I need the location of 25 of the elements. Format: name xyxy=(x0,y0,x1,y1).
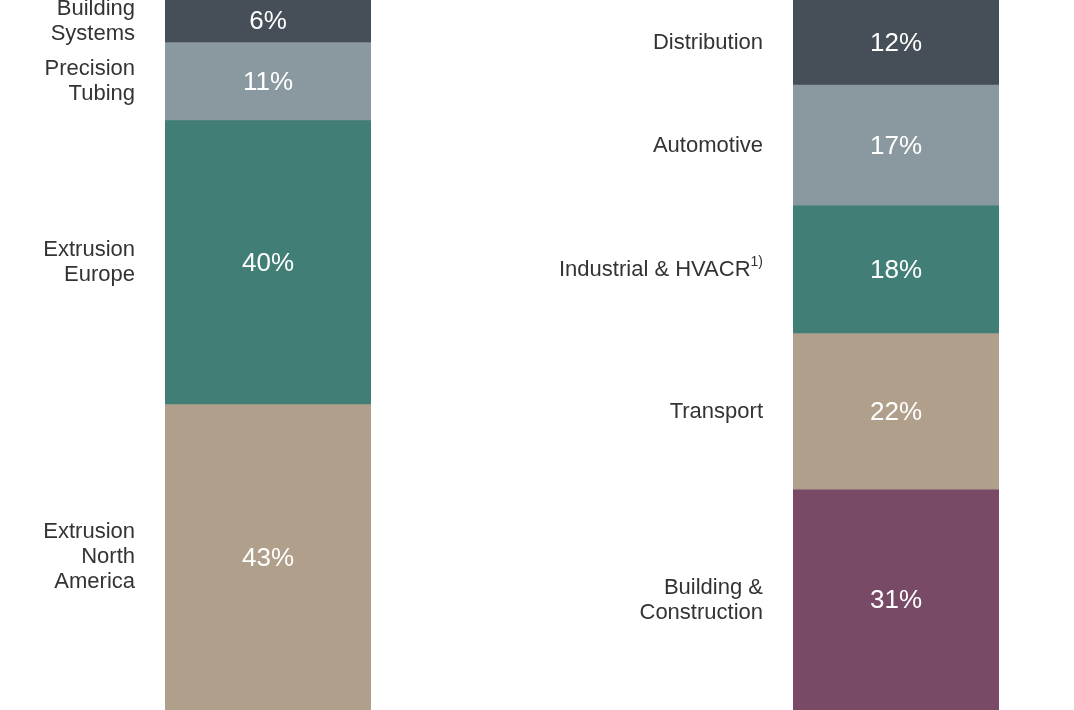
data-label: 18% xyxy=(869,253,923,284)
data-label: 31% xyxy=(869,584,923,615)
data-label: 22% xyxy=(869,395,923,426)
data-label: 11% xyxy=(242,65,294,96)
bar xyxy=(165,120,371,406)
series-label: Distribution xyxy=(652,28,763,54)
series-label: Extrusion Europe xyxy=(43,236,136,287)
series-label: Building & Construction xyxy=(639,573,764,624)
series-label: Transport xyxy=(669,397,763,423)
data-label: 17% xyxy=(869,129,923,160)
bar xyxy=(793,333,999,491)
data-label: 43% xyxy=(241,541,295,572)
series-label: Automotive xyxy=(652,131,764,157)
data-label: 40% xyxy=(241,246,295,277)
bar xyxy=(793,0,999,86)
bar xyxy=(793,489,999,710)
data-label: 6% xyxy=(249,5,287,36)
bar xyxy=(793,205,999,335)
series-label: Precision Tubing xyxy=(44,55,135,106)
bar xyxy=(793,84,999,207)
series-label: Extrusion North America xyxy=(43,518,136,594)
bar xyxy=(165,0,371,43)
bar xyxy=(165,404,371,710)
bar xyxy=(165,42,371,122)
data-label: 12% xyxy=(869,26,923,57)
